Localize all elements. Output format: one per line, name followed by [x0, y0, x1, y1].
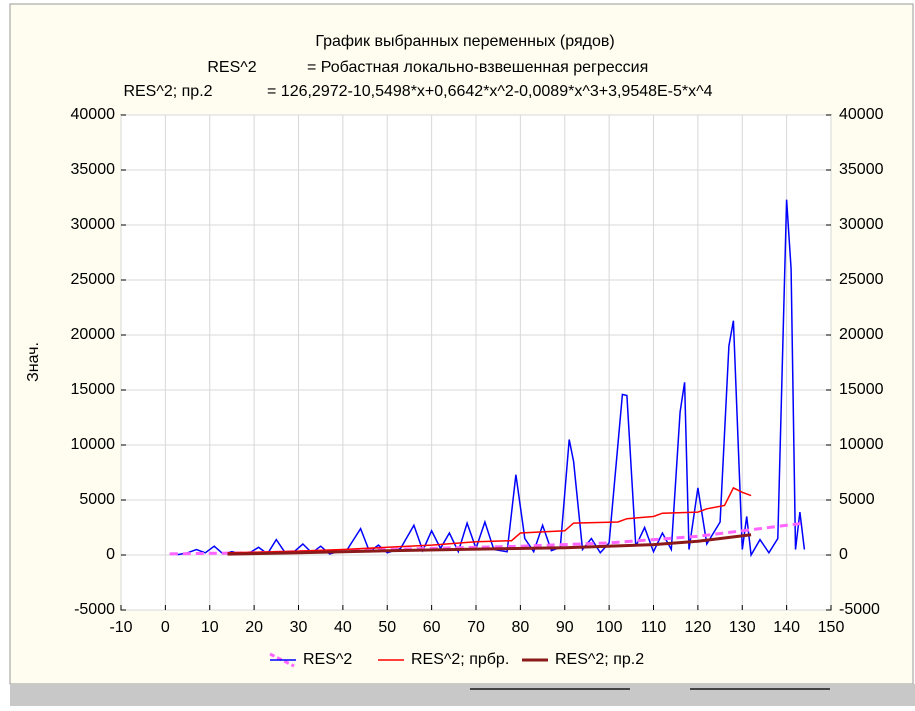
y2-tick-label: 0	[839, 546, 848, 563]
y2-tick-label: 25000	[839, 271, 884, 288]
x-tick-label: 130	[729, 619, 756, 636]
x-tick-label: 100	[596, 619, 623, 636]
y2-tick-label: 30000	[839, 216, 884, 233]
y2-tick-label: 15000	[839, 381, 884, 398]
x-tick-label: 20	[245, 619, 263, 636]
legend-label: RES^2; пр.2	[555, 651, 644, 668]
y2-tick-label: 20000	[839, 326, 884, 343]
x-tick-label: 50	[378, 619, 396, 636]
y2-tick-label: 35000	[839, 161, 884, 178]
series-line	[169, 521, 805, 556]
subtitle-label: RES^2	[207, 59, 256, 76]
x-tick-label: 110	[641, 619, 667, 636]
y2-tick-label: -5000	[839, 601, 880, 618]
x-tick-label: 80	[511, 619, 529, 636]
subtitle-text: = Робастная локально-взвешенная регресси…	[307, 59, 648, 76]
y-tick-label: 0	[106, 546, 115, 563]
x-tick-label: 30	[290, 619, 308, 636]
y2-tick-label: 40000	[839, 106, 884, 123]
series-line	[227, 486, 752, 554]
legend-label: RES^2	[303, 651, 352, 668]
y-tick-label: 15000	[71, 381, 116, 398]
y-tick-label: 5000	[79, 491, 115, 508]
slider[interactable]	[470, 688, 630, 690]
chart-title: График выбранных переменных (рядов)	[315, 33, 614, 50]
x-tick-label: 60	[423, 619, 441, 636]
legend-label: RES^2; прбр.	[411, 651, 509, 668]
x-tick-label: 90	[556, 619, 574, 636]
subtitle-text: = 126,2972-10,5498*x+0,6642*x^2-0,0089*x…	[267, 83, 713, 100]
x-tick-label: 10	[201, 619, 219, 636]
x-tick-label: 70	[467, 619, 485, 636]
y-tick-label: 20000	[71, 326, 116, 343]
legend-swatch	[269, 652, 295, 668]
y2-tick-label: 5000	[839, 491, 875, 508]
subtitle-label: RES^2; пр.2	[123, 83, 212, 100]
y-tick-label: 35000	[71, 161, 116, 178]
y-tick-label: 40000	[71, 106, 116, 123]
x-tick-label: 150	[818, 619, 845, 636]
x-tick-label: -10	[109, 619, 132, 636]
x-tick-label: 140	[773, 619, 800, 636]
slider[interactable]	[690, 688, 830, 690]
y-axis-label: Знач.	[25, 342, 42, 382]
y-tick-label: 25000	[71, 271, 116, 288]
y2-tick-label: 10000	[839, 436, 884, 453]
y-tick-label: -5000	[74, 601, 115, 618]
series-line	[169, 199, 806, 558]
series-line	[227, 533, 752, 556]
x-tick-label: 120	[685, 619, 712, 636]
y-tick-label: 30000	[71, 216, 116, 233]
x-tick-label: 40	[334, 619, 352, 636]
x-tick-label: 0	[161, 619, 170, 636]
toolbar	[10, 684, 915, 706]
y-tick-label: 10000	[71, 436, 116, 453]
